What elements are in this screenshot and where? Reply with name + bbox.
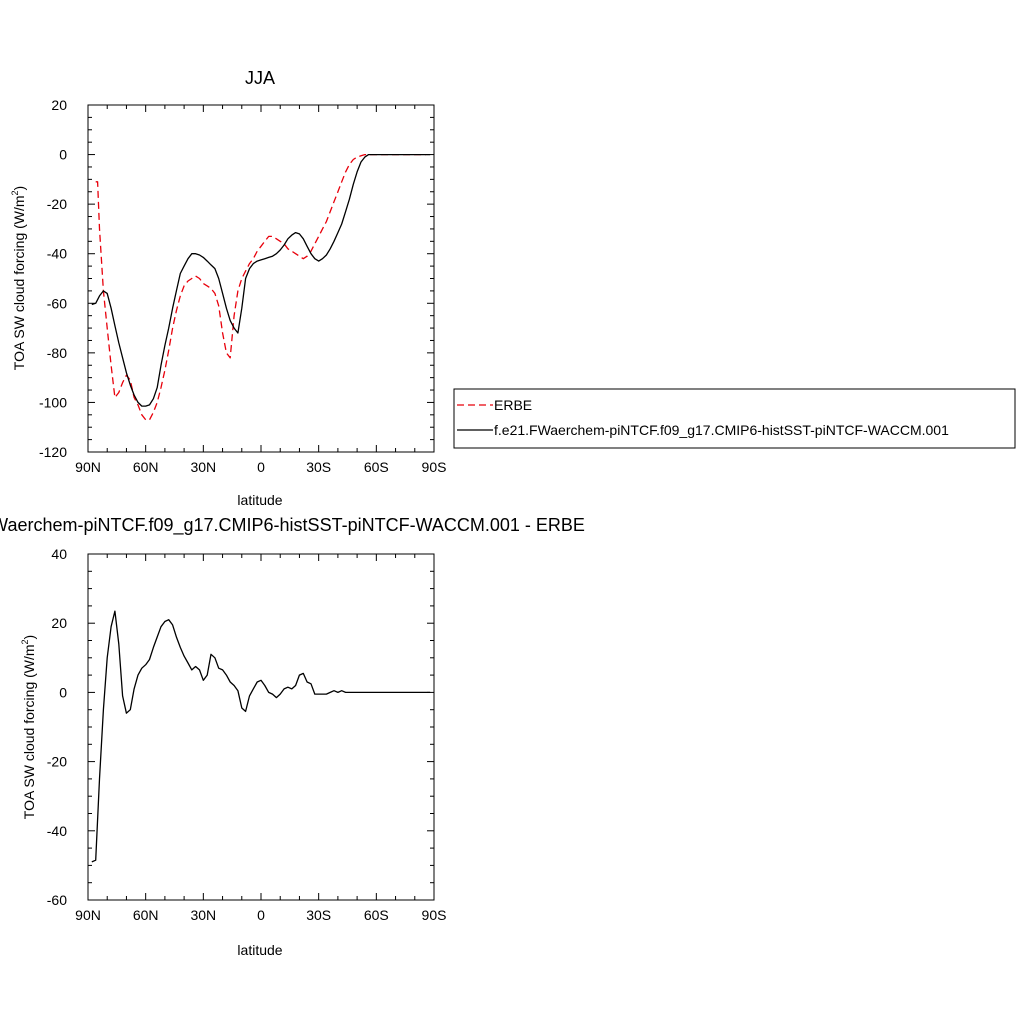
- x-tick-label: 30S: [306, 907, 331, 923]
- y-tick-label: -40: [47, 246, 67, 262]
- x-tick-label: 60S: [364, 459, 389, 475]
- legend-label-erbe: ERBE: [494, 397, 532, 413]
- x-tick-label: 0: [257, 459, 265, 475]
- legend-box: [453, 388, 1016, 449]
- y-tick-label: 20: [51, 97, 67, 113]
- y-tick-label: 0: [59, 147, 67, 163]
- plot-frame: [87, 553, 435, 901]
- y-tick-label: 0: [59, 684, 67, 700]
- y-tick-label: -20: [47, 196, 67, 212]
- y-axis-label-sup: 2: [10, 190, 20, 195]
- y-tick-label: -40: [47, 823, 67, 839]
- plot-frame: [87, 104, 435, 453]
- x-tick-label: 0: [257, 907, 265, 923]
- y-axis-label-tail: ): [11, 186, 27, 191]
- x-axis-label: latitude: [237, 942, 282, 958]
- series-lines: [91, 153, 431, 421]
- y-axis-label: TOA SW cloud forcing (W/m2): [10, 186, 27, 370]
- chart-title: f.e21.FWaerchem-piNTCF.f09_g17.CMIP6-his…: [0, 515, 585, 536]
- y-tick-label: -60: [47, 295, 67, 311]
- series-line-1: [91, 153, 431, 407]
- y-tick-label: -80: [47, 345, 67, 361]
- x-tick-label: 90N: [75, 459, 101, 475]
- x-tick-label: 60S: [364, 907, 389, 923]
- y-axis-label-sup: 2: [20, 639, 30, 644]
- legend: ERBE f.e21.FWaerchem-piNTCF.f09_g17.CMIP…: [453, 388, 1016, 449]
- x-tick-label: 30S: [306, 459, 331, 475]
- y-tick-label: -60: [47, 892, 67, 908]
- y-tick-label: -120: [39, 444, 67, 460]
- x-tick-label: 30N: [190, 459, 216, 475]
- series-line-0: [95, 153, 427, 421]
- y-axis-label-main: TOA SW cloud forcing (W/m: [21, 644, 37, 819]
- chart-title: JJA: [245, 68, 275, 88]
- difference-chart: f.e21.FWaerchem-piNTCF.f09_g17.CMIP6-his…: [0, 515, 585, 958]
- legend-label-model: f.e21.FWaerchem-piNTCF.f09_g17.CMIP6-his…: [494, 422, 949, 438]
- jja-chart: JJA 90N 60N 30N 0 30S 60S 90S 20 0 -20 -40 -60 -80 -1…: [10, 68, 1016, 508]
- axis-ticks: 90N 60N 30N 0 30S 60S 90S 20 0 -20 -40 -60 -80 -100 -1…: [39, 97, 446, 475]
- x-tick-label: 30N: [190, 907, 216, 923]
- axis-ticks: 90N 60N 30N 0 30S 60S 90S 40 20 0 -20 -40 -60: [47, 546, 447, 923]
- y-tick-label: 20: [51, 615, 67, 631]
- y-tick-label: -100: [39, 394, 67, 410]
- y-axis-label-tail: ): [21, 635, 37, 640]
- y-tick-label: -20: [47, 754, 67, 770]
- x-axis-label: latitude: [237, 492, 282, 508]
- series-line-0: [91, 610, 431, 863]
- x-tick-label: 60N: [133, 907, 159, 923]
- series-lines: [91, 610, 431, 863]
- y-tick-label: 40: [51, 546, 67, 562]
- x-tick-label: 90S: [422, 459, 447, 475]
- x-tick-label: 90S: [422, 907, 447, 923]
- x-tick-label: 60N: [133, 459, 159, 475]
- x-tick-label: 90N: [75, 907, 101, 923]
- y-axis-label-main: TOA SW cloud forcing (W/m: [11, 195, 27, 370]
- y-axis-label: TOA SW cloud forcing (W/m2): [20, 635, 37, 819]
